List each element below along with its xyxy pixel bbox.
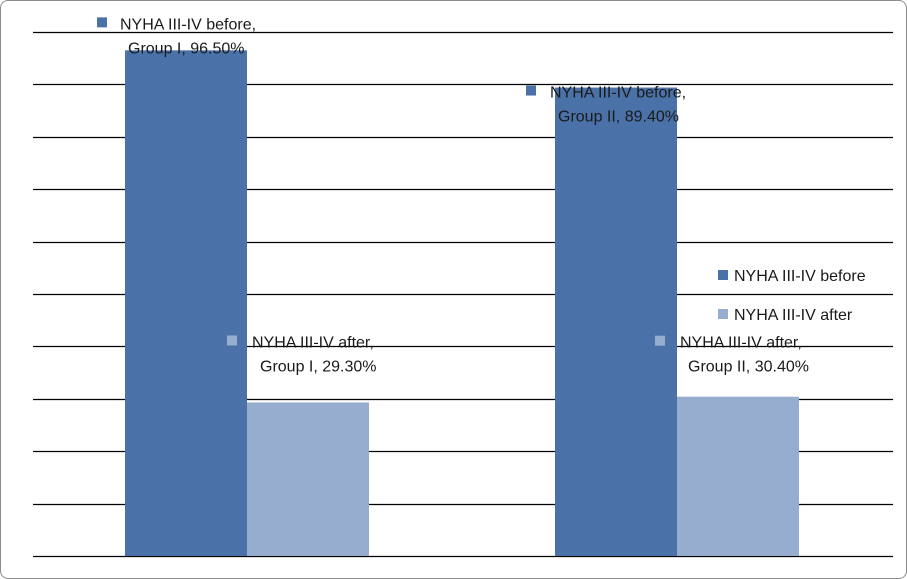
data-label-marker	[227, 335, 237, 346]
bar	[247, 402, 369, 556]
data-label-marker	[526, 85, 536, 96]
bar	[125, 50, 247, 557]
legend-marker	[718, 270, 728, 280]
legend-marker	[718, 309, 728, 319]
data-label: Group I, 29.30%	[260, 358, 377, 375]
data-label: Group II, 30.40%	[688, 359, 809, 376]
data-label: NYHA III-IV after,	[252, 334, 374, 351]
data-label: NYHA III-IV before,	[550, 85, 686, 102]
data-label: Group II, 89.40%	[558, 109, 679, 126]
legend-label: NYHA III-IV before	[734, 268, 866, 285]
bar	[677, 396, 799, 556]
legend-label: NYHA III-IV after	[734, 307, 853, 324]
data-label: NYHA III-IV before,	[120, 16, 256, 33]
bar	[555, 87, 677, 556]
data-label-marker	[97, 17, 107, 28]
data-label: Group I, 96.50%	[128, 40, 245, 57]
data-label: NYHA III-IV after,	[680, 335, 802, 352]
data-label-marker	[655, 335, 665, 346]
